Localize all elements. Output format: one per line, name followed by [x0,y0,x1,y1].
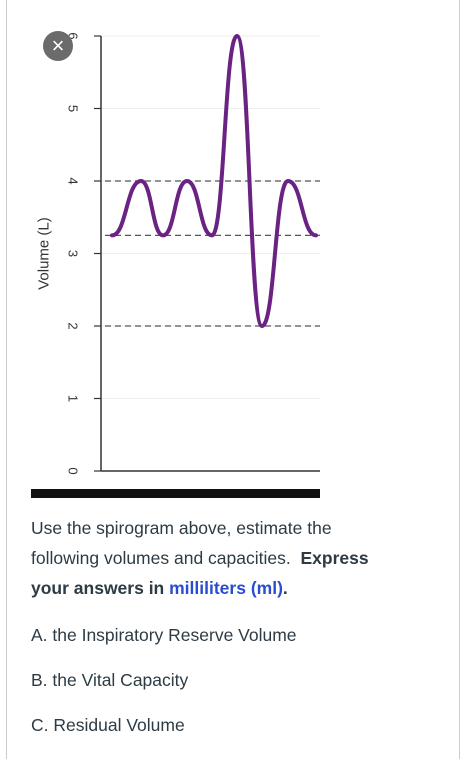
question-text: Use the spirogram above, estimate the fo… [31,513,436,603]
period-text: . [282,578,288,598]
item-vital-capacity: B. the Vital Capacity [31,670,189,690]
express-text: Express [300,548,369,568]
question-line-2-text: following volumes and capacities. [31,548,291,568]
y-axis [31,35,320,498]
y-tick-label: 0 [66,467,81,474]
y-tick-label: 1 [66,395,81,402]
item-inspiratory-reserve-volume: A. the Inspiratory Reserve Volume [31,625,297,645]
question-line-2: following volumes and capacities. Expres… [31,543,436,573]
scroll-bar [31,489,320,498]
item-residual-volume: C. Residual Volume [31,715,185,735]
grid-lines [101,35,320,399]
y-tick-label: 6 [66,32,81,39]
y-tick-label: 2 [66,322,81,329]
question-line-1: Use the spirogram above, estimate the [31,518,332,538]
y-axis-label: Volume (L) [36,217,53,290]
y-tick-label: 3 [66,250,81,257]
question-card [6,0,460,759]
y-tick-label: 5 [66,105,81,112]
units-text: milliliters (ml) [169,578,283,598]
answers-text: your answers in [31,578,165,598]
item-list: A. the Inspiratory Reserve Volume B. the… [31,620,297,755]
y-tick-label: 4 [66,177,81,184]
close-icon[interactable]: × [43,31,73,61]
spirogram-chart: 0 1 2 3 4 5 6 Volume (L) [31,32,320,498]
volume-trace [110,33,318,329]
question-line-3: your answers in milliliters (ml). [31,573,436,603]
y-tick-labels: 0 1 2 3 4 5 6 [66,32,81,474]
